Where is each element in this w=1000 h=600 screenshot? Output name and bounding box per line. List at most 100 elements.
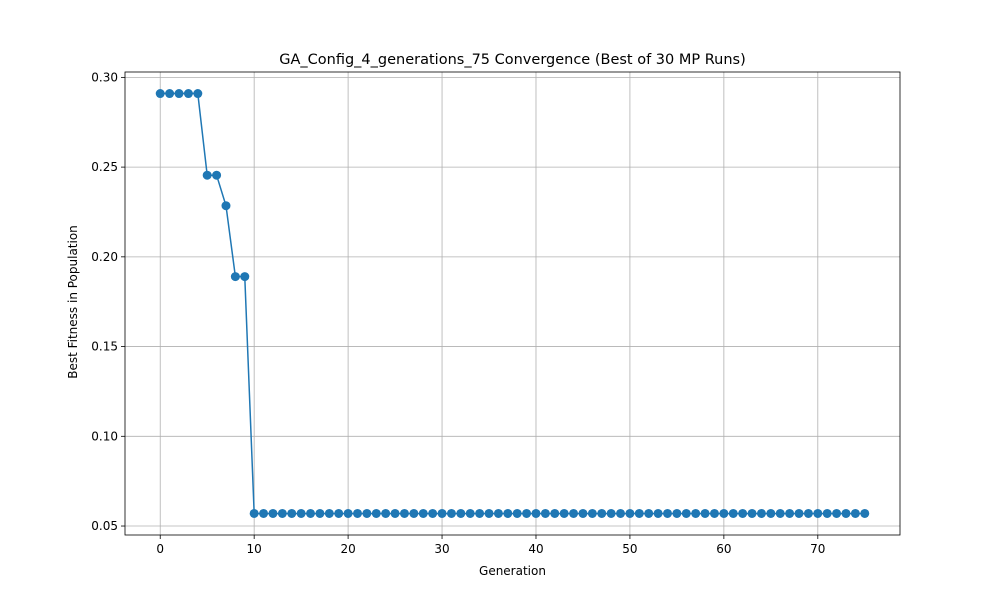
data-point bbox=[268, 508, 278, 518]
data-point bbox=[446, 508, 456, 518]
data-point bbox=[681, 508, 691, 518]
data-point bbox=[240, 272, 250, 282]
data-point bbox=[353, 508, 362, 518]
data-point bbox=[306, 508, 316, 518]
x-tick-label: 70 bbox=[810, 542, 825, 556]
data-point bbox=[832, 508, 842, 518]
data-point bbox=[221, 201, 231, 211]
axes-layer bbox=[124, 71, 901, 536]
data-point bbox=[315, 508, 325, 518]
data-point bbox=[418, 508, 428, 518]
data-point bbox=[578, 508, 588, 518]
data-point bbox=[803, 508, 813, 518]
data-point bbox=[371, 508, 381, 518]
data-point bbox=[428, 508, 438, 518]
data-point bbox=[672, 508, 682, 518]
data-point bbox=[775, 508, 785, 518]
data-point bbox=[230, 272, 240, 282]
data-point bbox=[249, 508, 259, 518]
y-tick-label: 0.05 bbox=[91, 519, 118, 533]
data-point bbox=[719, 508, 729, 518]
data-point bbox=[860, 508, 870, 518]
data-point bbox=[343, 508, 353, 518]
data-point bbox=[155, 89, 165, 99]
data-point bbox=[850, 508, 860, 518]
x-tick-label: 10 bbox=[247, 542, 262, 556]
data-point bbox=[709, 508, 719, 518]
data-point bbox=[193, 89, 203, 99]
data-point bbox=[597, 508, 607, 518]
data-point bbox=[277, 508, 287, 518]
y-tick-label: 0.10 bbox=[91, 429, 118, 443]
data-point bbox=[663, 508, 672, 518]
y-tick-label: 0.15 bbox=[91, 340, 118, 354]
y-axis-label: Best Fitness in Population bbox=[66, 225, 80, 379]
data-point bbox=[785, 508, 795, 518]
x-tick-label: 60 bbox=[716, 542, 731, 556]
data-point bbox=[794, 508, 804, 518]
data-point bbox=[456, 508, 466, 518]
data-point bbox=[409, 508, 419, 518]
chart-title: GA_Config_4_generations_75 Convergence (… bbox=[279, 52, 746, 68]
data-point bbox=[390, 508, 400, 518]
data-point bbox=[700, 508, 710, 518]
data-point bbox=[522, 508, 532, 518]
data-point bbox=[334, 508, 344, 518]
data-point bbox=[550, 508, 560, 518]
data-point bbox=[587, 508, 597, 518]
data-point bbox=[202, 170, 212, 180]
data-point bbox=[324, 508, 334, 518]
data-point bbox=[174, 89, 184, 99]
data-point bbox=[569, 508, 579, 518]
data-point bbox=[625, 508, 635, 518]
data-point bbox=[747, 508, 757, 518]
grid-layer bbox=[125, 72, 900, 535]
data-point bbox=[616, 508, 626, 518]
data-point bbox=[493, 508, 503, 518]
data-point bbox=[362, 508, 372, 518]
data-point bbox=[484, 508, 494, 518]
data-point bbox=[634, 508, 644, 518]
data-point bbox=[475, 508, 485, 518]
x-tick-label: 40 bbox=[528, 542, 543, 556]
data-point bbox=[728, 508, 738, 518]
data-point bbox=[691, 508, 701, 518]
data-point bbox=[606, 508, 616, 518]
ticks-layer: 0 10 20 30 40 50 60 70 0.05 0.10 0.15 0.20 0.25 0.30 bbox=[91, 70, 825, 556]
data-point bbox=[766, 508, 776, 518]
data-point bbox=[756, 508, 766, 518]
data-point bbox=[531, 508, 541, 518]
data-point bbox=[399, 508, 409, 518]
data-point bbox=[165, 89, 175, 99]
series-layer bbox=[155, 89, 870, 518]
data-point bbox=[381, 508, 391, 518]
data-point bbox=[437, 508, 447, 518]
y-tick-label: 0.25 bbox=[91, 160, 118, 174]
data-point bbox=[813, 508, 823, 518]
data-point bbox=[644, 508, 654, 518]
y-tick-label: 0.30 bbox=[91, 70, 118, 84]
x-tick-label: 30 bbox=[434, 542, 449, 556]
data-point bbox=[540, 508, 550, 518]
data-point bbox=[738, 508, 748, 518]
data-point bbox=[287, 508, 297, 518]
data-point bbox=[841, 508, 851, 518]
plot-frame bbox=[124, 71, 901, 536]
data-point bbox=[465, 508, 475, 518]
data-point bbox=[503, 508, 513, 518]
data-point bbox=[212, 170, 222, 180]
x-axis-label: Generation bbox=[479, 564, 546, 578]
data-point bbox=[183, 89, 193, 99]
data-point bbox=[559, 508, 569, 518]
data-point bbox=[822, 508, 832, 518]
series-line bbox=[160, 92, 865, 515]
y-tick-label: 0.20 bbox=[91, 250, 118, 264]
data-point bbox=[512, 508, 522, 518]
data-point bbox=[259, 508, 269, 518]
x-tick-label: 50 bbox=[622, 542, 637, 556]
x-tick-label: 0 bbox=[156, 542, 164, 556]
data-point bbox=[296, 508, 306, 518]
x-tick-label: 20 bbox=[340, 542, 355, 556]
